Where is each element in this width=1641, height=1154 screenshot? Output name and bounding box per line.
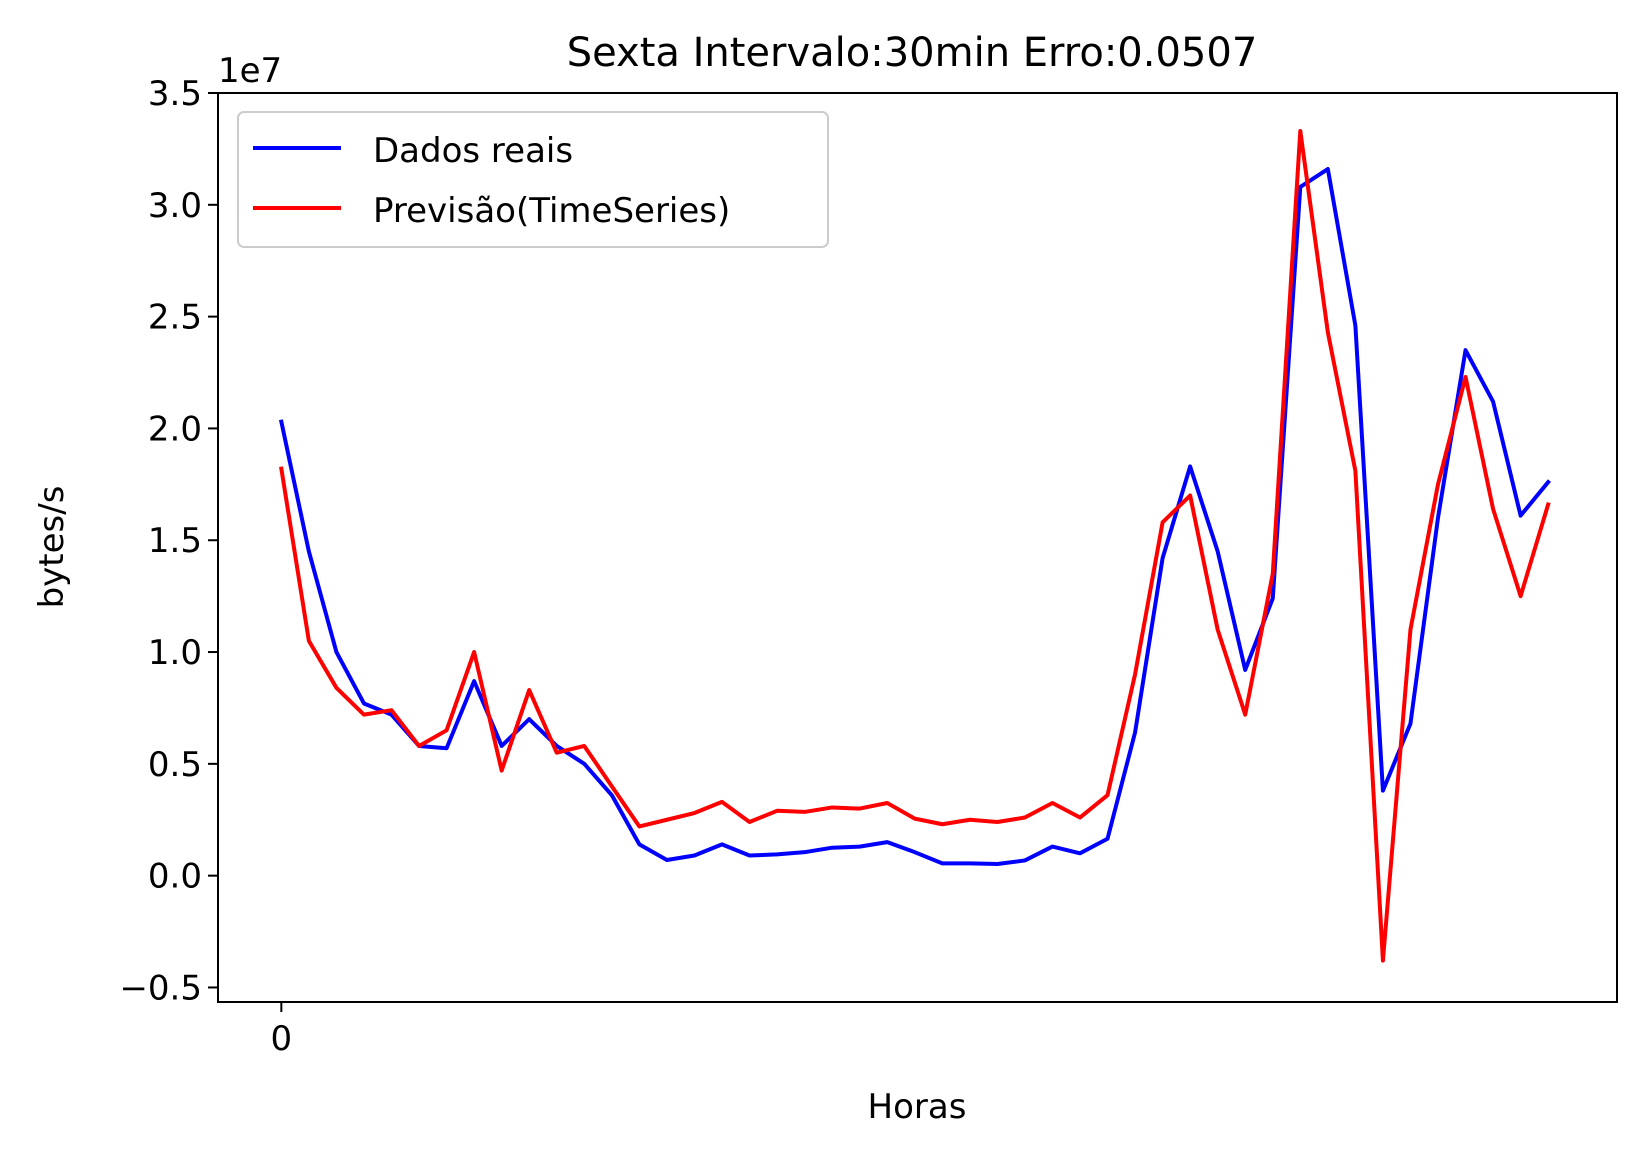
series-line-previsao [279, 129, 1551, 963]
x-tick-label: 0 [271, 1019, 293, 1059]
legend-label-previsao: Previsão(TimeSeries) [373, 191, 730, 231]
axes: −0.5 0.0 0.5 1.0 1.5 2.0 2.5 3.0 3.5 0 [119, 74, 292, 1059]
axes-frame [217, 92, 1618, 1003]
legend-box [237, 111, 829, 248]
y-tick-label: 1.5 [148, 521, 202, 561]
y-tick-label: 3.5 [148, 74, 202, 114]
y-tick-label: 2.0 [148, 409, 202, 449]
legend: Dados reais Previsão(TimeSeries) [237, 111, 829, 248]
chart-title: Sexta Intervalo:30min Erro:0.0507 [567, 30, 1258, 76]
y-tick-label: −0.5 [119, 968, 202, 1008]
series-group [278, 129, 1551, 963]
y-tick-label: 0.5 [148, 745, 202, 785]
y-tick-label: 1.0 [148, 633, 202, 673]
y-tick-label: 2.5 [148, 298, 202, 338]
x-axis-label: Horas [868, 1087, 967, 1127]
legend-label-dados-reais: Dados reais [373, 131, 573, 171]
y-tick-label: 3.0 [148, 186, 202, 226]
y-tick-label: 0.0 [148, 857, 202, 897]
y-axis-offset-label: 1e7 [218, 51, 282, 91]
y-axis-label: bytes/s [32, 486, 72, 609]
